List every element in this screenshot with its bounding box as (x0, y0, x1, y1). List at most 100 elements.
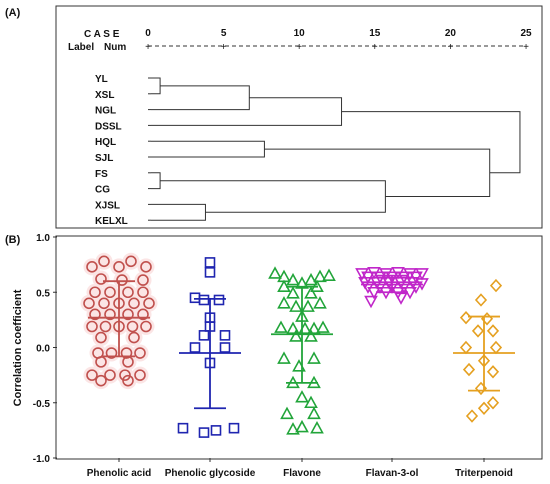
scale-plus-mark: + (296, 42, 302, 53)
data-point (86, 261, 98, 273)
marker-halo (119, 372, 137, 390)
marker-halo (110, 258, 128, 276)
data-point (104, 369, 116, 381)
leaf-labels: YL XSL NGL DSSL HQL SJL FS CG XJSL KELXL (95, 74, 151, 227)
data-point (313, 296, 327, 309)
data-point (295, 390, 309, 403)
scale-plus-mark: + (523, 42, 529, 53)
marker-halo (92, 372, 110, 390)
data-point (289, 329, 303, 342)
marker-halo (131, 344, 149, 362)
data-point (95, 331, 107, 344)
data-point (98, 255, 110, 268)
data-point (189, 342, 201, 353)
data-point (122, 374, 134, 387)
x-tick-label: Phenolic glycoside (165, 468, 256, 479)
scale-tick-label: 20 (445, 28, 457, 39)
data-point (189, 292, 201, 304)
data-point (128, 331, 140, 344)
dendrogram-links (151, 77, 521, 221)
data-point (355, 268, 369, 281)
data-point (198, 427, 210, 438)
data-point (219, 342, 231, 353)
data-point (122, 286, 134, 299)
data-point (140, 320, 152, 333)
data-point (403, 268, 417, 281)
data-point (277, 351, 291, 364)
dendrogram-link (160, 180, 386, 213)
data-point (286, 272, 300, 286)
scale-tick-label: 0 (145, 28, 151, 39)
y-tick-label: -1.0 (33, 454, 51, 465)
dendrogram-panel: (A) C A S E Label Num 0 +5 +10 +15 +20 +25 + Y… (5, 5, 543, 229)
data-point (364, 295, 378, 309)
data-point (198, 294, 210, 306)
data-point (137, 274, 149, 286)
data-point (459, 340, 473, 355)
dendrogram-link (341, 111, 521, 174)
scale-tick-label: 10 (294, 28, 306, 39)
x-axis: Phenolic acid Phenolic glycoside Flavone Fl… (87, 458, 513, 479)
data-point (86, 369, 98, 381)
panel-label-b: (B) (5, 234, 21, 246)
data-point (126, 320, 139, 333)
data-point (95, 273, 107, 285)
leaf-label: FS (95, 169, 108, 180)
data-point (104, 308, 116, 321)
data-point (95, 374, 107, 387)
leaf-label: HQL (95, 137, 116, 148)
data-point (89, 308, 101, 321)
data-point (465, 409, 479, 423)
data-point (304, 286, 318, 299)
data-point (119, 369, 131, 381)
data-point (120, 347, 133, 359)
data-point (116, 274, 128, 286)
data-point (286, 286, 300, 299)
data-point (415, 268, 429, 281)
data-point (277, 296, 291, 309)
data-point (322, 268, 336, 281)
data-point (486, 365, 500, 379)
data-point (304, 329, 318, 342)
scale-ticks: 0 +5 +10 +15 +20 +25 + (145, 28, 532, 53)
data-point (113, 261, 125, 273)
group-1 (177, 257, 241, 438)
leaf-label: DSSL (95, 121, 122, 132)
scatter-groups (80, 252, 515, 438)
x-tick-label: Phenolic acid (87, 468, 151, 479)
data-point (105, 347, 118, 359)
data-point (95, 356, 107, 368)
data-point (137, 286, 149, 299)
group-0 (80, 252, 158, 390)
leaf-label: SJL (95, 153, 113, 164)
x-tick-label: Flavan-3-ol (366, 468, 419, 479)
group-4 (453, 278, 515, 423)
scale-plus-mark: + (221, 42, 227, 53)
data-point (89, 286, 101, 299)
data-point (280, 406, 294, 420)
data-point (98, 297, 110, 310)
data-point (143, 297, 155, 310)
data-point (477, 401, 491, 415)
data-point (313, 269, 327, 283)
data-point (83, 297, 95, 310)
data-point (489, 278, 503, 293)
scale-tick-label: 5 (221, 28, 227, 39)
data-point (274, 320, 288, 333)
dendrogram-link (151, 77, 161, 95)
data-point (140, 261, 152, 273)
data-point (122, 308, 134, 321)
y-tick-label: 1.0 (36, 233, 50, 244)
data-point (394, 292, 408, 305)
data-point (86, 320, 98, 333)
group-3 (355, 267, 429, 309)
dendrogram-link (151, 97, 343, 126)
scatter-panel: (B) Correlation coefficient 1.0 0.5 0.0 -0.… (5, 233, 543, 479)
data-point (99, 320, 112, 333)
dendrogram-link (264, 148, 491, 197)
y-tick-label: 0.5 (36, 288, 50, 299)
dendrogram-frame (55, 5, 543, 229)
data-point (379, 268, 393, 281)
case-header: C A S E (84, 29, 120, 40)
